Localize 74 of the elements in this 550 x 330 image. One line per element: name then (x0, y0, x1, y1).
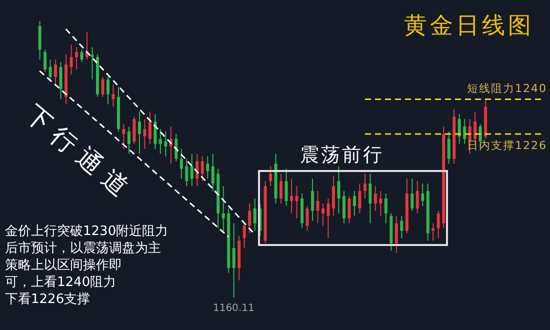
candlestick (174, 133, 178, 162)
candlestick (232, 222, 236, 298)
annotation: 后市预计，以震荡调盘为主 (5, 240, 161, 257)
annotation: 策略上以区间操作即 (5, 257, 122, 274)
candlestick (316, 190, 320, 224)
candlestick (379, 190, 382, 216)
candlestick (211, 153, 214, 192)
candlestick (342, 190, 346, 224)
candlestick (458, 114, 461, 144)
annotation: 可，上看1240阻力 (5, 274, 116, 291)
candlestick (280, 173, 283, 204)
candlestick (44, 49, 47, 72)
candlestick (164, 131, 168, 157)
candlestick (106, 76, 110, 105)
candlestick (410, 178, 414, 212)
candlestick (200, 156, 204, 182)
candlestick (48, 59, 52, 80)
candlestick (348, 196, 351, 224)
candlestick (38, 20, 42, 60)
text: 黄金日线图 (404, 12, 534, 41)
candlestick (132, 116, 136, 144)
candlestick (101, 76, 104, 98)
candlestick (253, 198, 256, 232)
candlestick (400, 215, 404, 239)
candlestick (269, 166, 272, 187)
candlestick (394, 215, 398, 254)
candlestick (70, 44, 73, 75)
annotation: 下看1226支撑 (5, 291, 90, 308)
ref-line-label: 短线阻力1240 (467, 82, 547, 96)
annotation: 1160.11 (212, 303, 256, 314)
candlestick (368, 173, 372, 224)
candlestick (384, 193, 388, 224)
candlestick (127, 126, 130, 154)
candlestick (358, 183, 362, 214)
candlestick (122, 124, 126, 150)
candlestick (295, 186, 298, 219)
annotation: 下行通道 (19, 98, 141, 208)
candlestick (138, 111, 141, 154)
candlestick (206, 156, 210, 180)
candlestick (326, 198, 330, 239)
candlestick (332, 176, 335, 216)
candlestick (436, 210, 440, 239)
candlestick (337, 166, 340, 214)
candlestick (463, 118, 466, 144)
candlestick (185, 158, 188, 187)
candlestick (80, 49, 84, 63)
annotation: 金价上行突破1230附近阻力 (5, 223, 168, 240)
candlestick (75, 46, 78, 70)
candlestick (112, 84, 115, 108)
candlestick (242, 222, 246, 249)
candlestick (222, 186, 225, 234)
candlestick (290, 178, 294, 214)
candlestick (352, 190, 356, 216)
candlestick (432, 222, 435, 242)
candlestick (363, 173, 366, 199)
candlestick (311, 178, 314, 222)
candlestick (190, 153, 194, 187)
candlestick (421, 183, 424, 206)
candlestick (180, 148, 183, 180)
candlestick (447, 131, 450, 164)
candlestick (306, 205, 309, 232)
candlestick (54, 59, 58, 85)
candlestick (158, 128, 162, 154)
candlestick (284, 168, 288, 206)
candlestick (148, 111, 152, 144)
candlestick (143, 118, 146, 150)
candlestick (416, 180, 419, 214)
annotation: 震荡前行 (300, 143, 384, 168)
candlestick (90, 46, 94, 80)
candlestick (374, 186, 377, 212)
candlestick (248, 202, 252, 234)
candlestick (154, 114, 157, 150)
candlestick (321, 202, 324, 226)
candlestick (59, 62, 62, 100)
